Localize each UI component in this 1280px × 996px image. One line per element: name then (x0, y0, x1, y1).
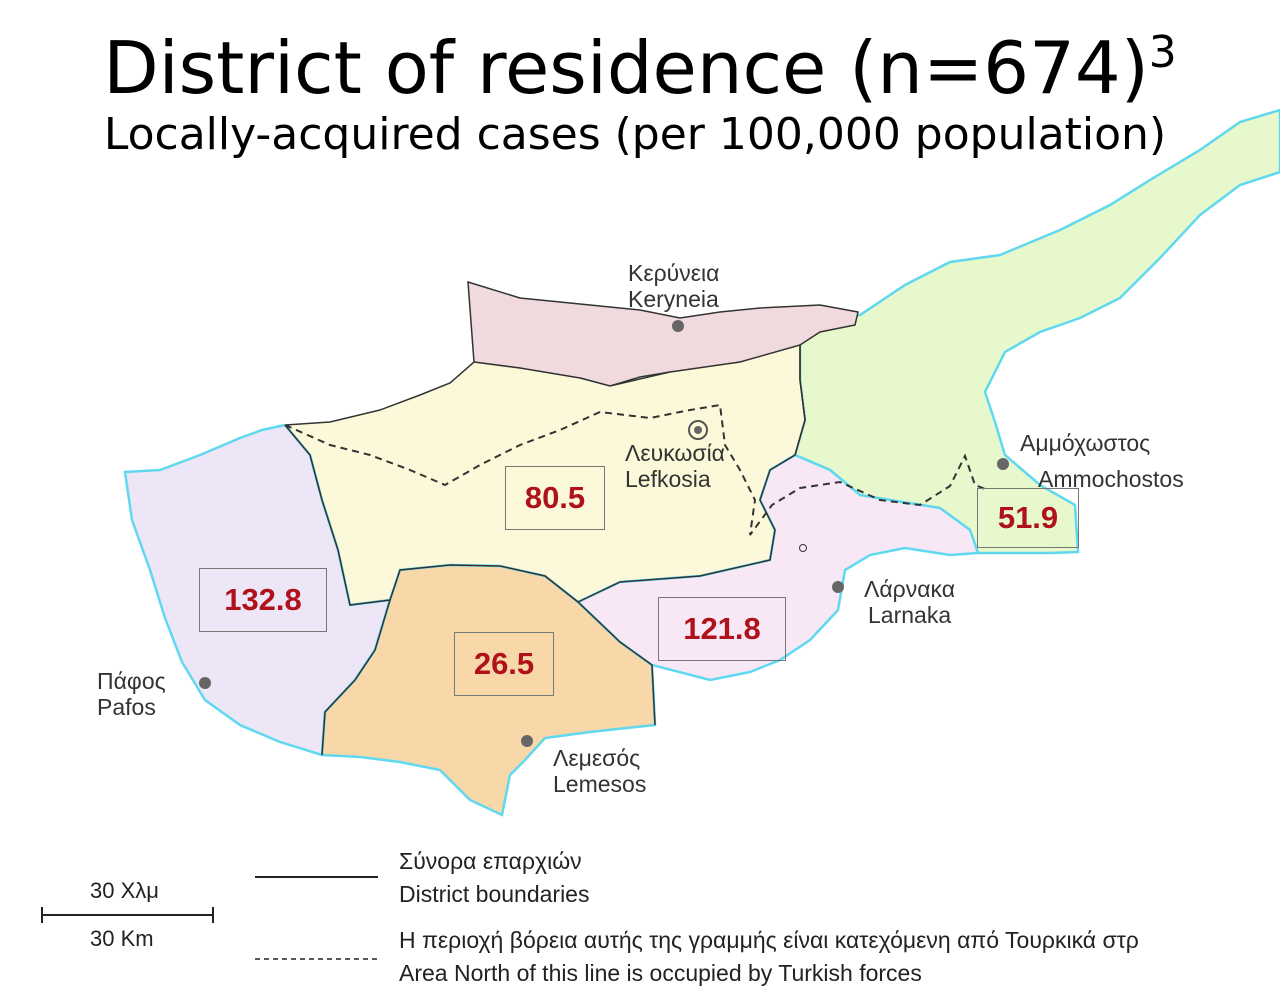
capital-marker-lefkosia (688, 420, 708, 440)
value-box-lefkosia: 80.5 (505, 466, 605, 530)
place-label-pafos: Πάφος Pafos (97, 668, 166, 720)
map-subtitle: Locally-acquired cases (per 100,000 popu… (103, 109, 1167, 160)
small-marker (799, 544, 807, 552)
map-title: District of residence (n=674)3 (103, 26, 1177, 110)
town-dot-ammochostos (997, 458, 1009, 470)
place-label-keryneia: Κερύνεια Keryneia (628, 260, 720, 312)
legend-district-boundaries: Σύνορα επαρχιών District boundaries (399, 848, 590, 907)
place-label-lefkosia: Λευκωσία Lefkosia (625, 440, 725, 492)
place-label-ammochostos: Αμμόχωστος Ammochostos (1020, 430, 1184, 492)
occupation-line (284, 403, 989, 536)
scale-label-greek: 30 Χλμ (90, 878, 159, 903)
value-box-lemesos: 26.5 (454, 632, 554, 696)
place-label-larnaka: Λάρνακα Larnaka (864, 576, 956, 628)
title-superscript: 3 (1148, 27, 1177, 78)
legend-occupied-line: Η περιοχή βόρεια αυτής της γραμμής είναι… (399, 927, 1139, 986)
town-dot-lemesos (521, 735, 533, 747)
value-box-ammochostos: 51.9 (977, 488, 1079, 548)
scale-label-latin: 30 Km (90, 926, 154, 951)
town-dot-larnaka (832, 581, 844, 593)
town-dot-pafos (199, 677, 211, 689)
value-box-larnaka: 121.8 (658, 597, 786, 661)
value-box-pafos: 132.8 (199, 568, 327, 632)
town-dot-keryneia (672, 320, 684, 332)
place-label-lemesos: Λεμεσός Lemesos (553, 745, 647, 797)
scale-bar (41, 907, 214, 923)
district-boundary-lines (284, 345, 806, 756)
